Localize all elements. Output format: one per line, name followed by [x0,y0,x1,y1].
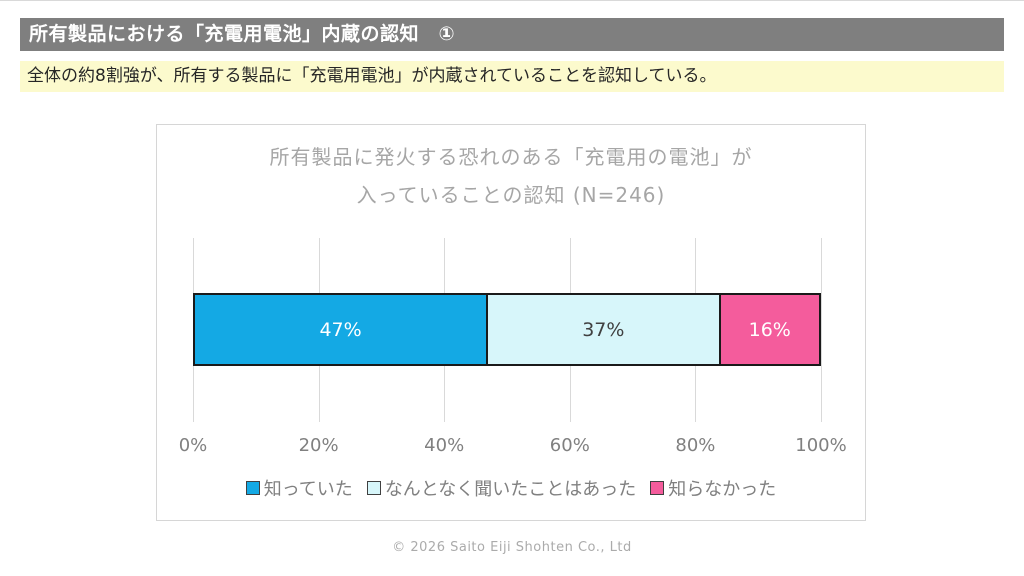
slide-top-border [0,0,1024,1]
bar-segment: 37% [488,293,721,366]
legend-label: なんとなく聞いたことはあった [384,479,637,500]
chart-legend: 知っていた なんとなく聞いたことはあった 知らなかった [157,475,865,501]
x-tick-label: 100% [795,435,847,456]
chart-title: 所有製品に発火する恐れのある「充電用の電池」が 入っていることの認知 (N=24… [157,138,865,214]
legend-swatch [366,481,381,495]
summary-banner: 全体の約8割強が、所有する製品に「充電用電池」が内蔵されていることを認知している… [20,61,1004,92]
x-tick-label: 80% [675,435,716,456]
legend-item: 知らなかった [650,475,776,501]
slide-title: 所有製品における「充電用電池」内蔵の認知 ① [29,23,456,45]
x-tick-label: 40% [424,435,465,456]
bar-segment: 47% [193,293,489,366]
legend-swatch [650,481,665,495]
stacked-bar: 47% 37% 16% [193,293,821,366]
legend-label: 知っていた [263,479,353,500]
x-tick-label: 20% [298,435,339,456]
chart-title-line1: 所有製品に発火する恐れのある「充電用の電池」が [269,145,753,169]
gridline [821,238,822,422]
copyright-text: © 2026 Saito Eiji Shohten Co., Ltd [392,540,632,555]
legend-item: なんとなく聞いたことはあった [366,475,637,501]
chart-card: 所有製品に発火する恐れのある「充電用の電池」が 入っていることの認知 (N=24… [156,124,866,521]
chart-title-line2: 入っていることの認知 (N=246) [356,183,666,207]
legend-item: 知っていた [245,475,353,501]
x-axis: 0% 20% 40% 60% 80% 100% [179,435,847,459]
chart-sample-size: (N=246) [572,183,666,207]
bar-segment: 16% [720,293,821,366]
plot-area: 47% 37% 16% 0% 20% 40% 60% 80% 100% [179,125,847,520]
legend-swatch [245,481,260,495]
slide-title-bar: 所有製品における「充電用電池」内蔵の認知 ① [20,18,1004,51]
summary-text: 全体の約8割強が、所有する製品に「充電用電池」が内蔵されていることを認知している… [27,66,717,86]
legend-label: 知らなかった [668,479,777,500]
x-tick-label: 60% [549,435,590,456]
x-tick-label: 0% [178,435,208,456]
